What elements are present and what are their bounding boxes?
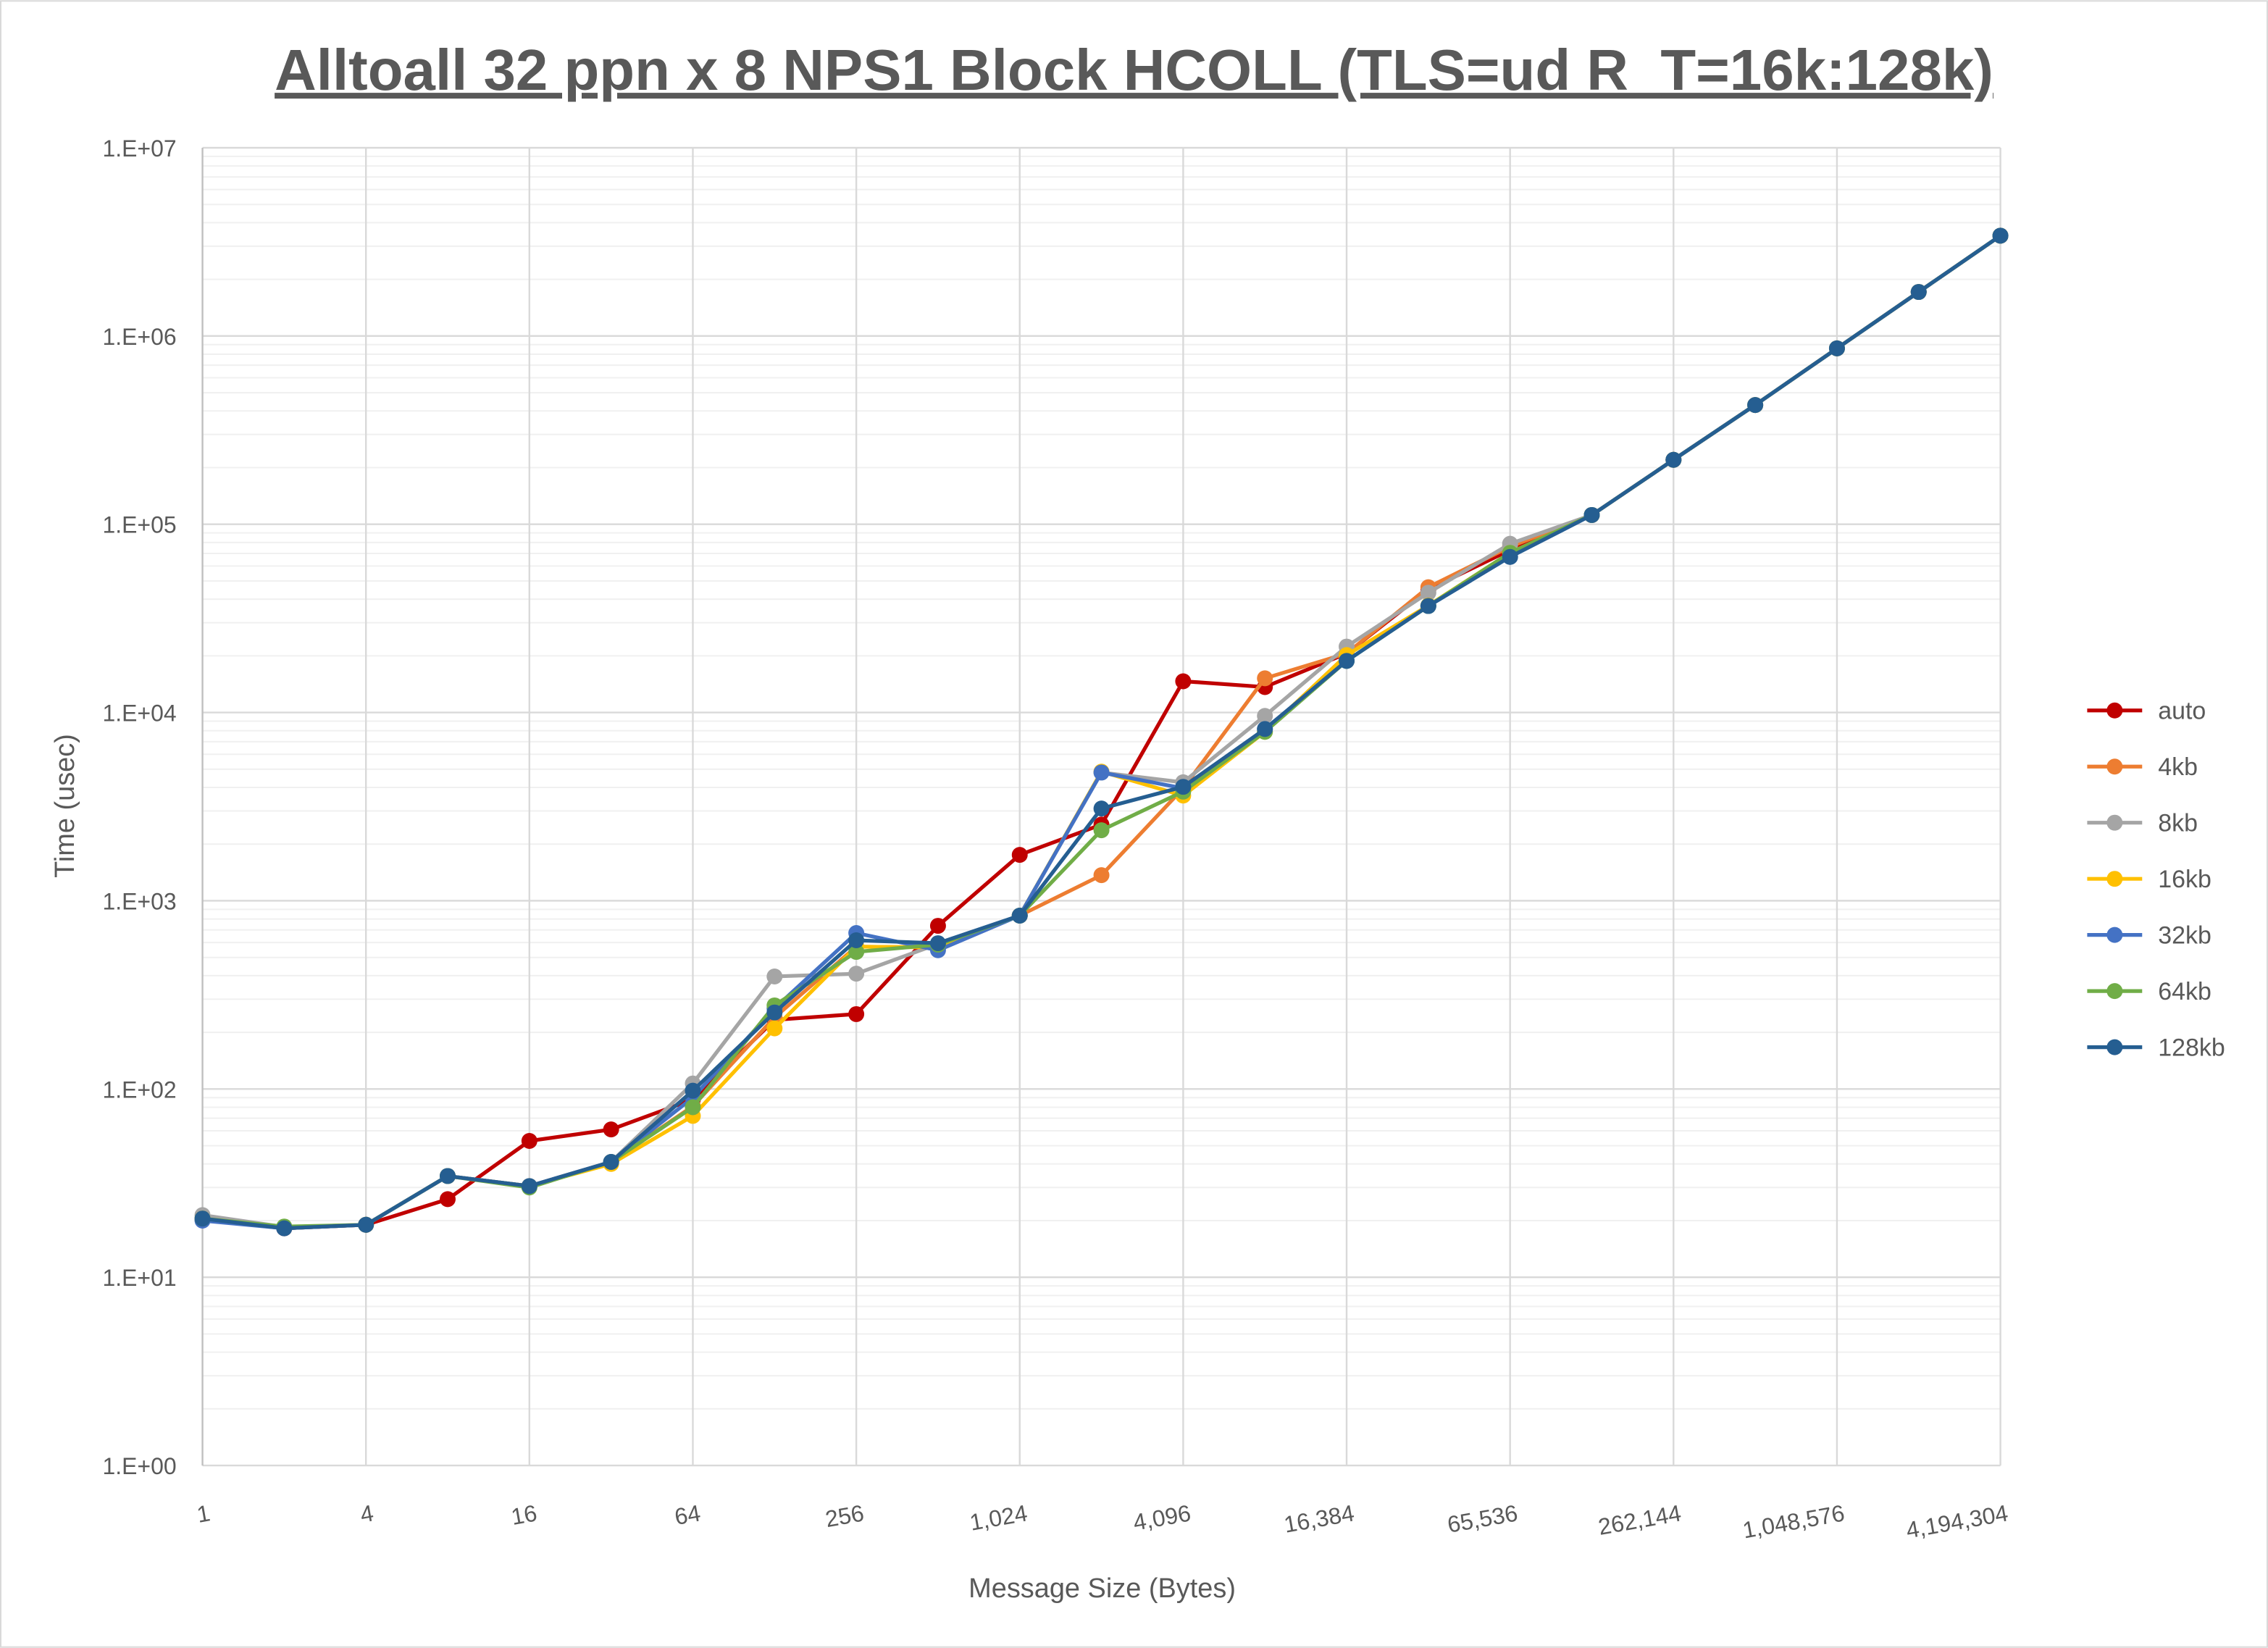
legend-marker — [2106, 758, 2123, 775]
data-point-128kb — [1175, 779, 1192, 795]
data-point-auto — [603, 1121, 619, 1138]
legend-item-32kb: 32kb — [2087, 922, 2211, 950]
data-point-128kb — [1747, 397, 1764, 414]
legend-marker — [2106, 1039, 2123, 1055]
data-point-auto — [440, 1191, 456, 1208]
data-point-64kb — [685, 1099, 701, 1116]
y-tick-label: 1.E+07 — [102, 135, 176, 162]
legend-label: 4kb — [2158, 753, 2198, 781]
x-axis-label: Message Size (Bytes) — [968, 1573, 1236, 1604]
data-point-128kb — [1910, 284, 1927, 301]
legend-item-auto: auto — [2087, 698, 2206, 725]
x-tick-label: 16 — [509, 1499, 539, 1530]
x-tick-label: 1 — [195, 1499, 212, 1528]
legend-marker — [2106, 814, 2123, 831]
y-axis-label: Time (usec) — [50, 734, 80, 878]
legend-item-16kb: 16kb — [2087, 866, 2211, 893]
legend: auto 4kb 8kb 16kb 32kb 64kb 128kb — [2087, 698, 2225, 1062]
data-point-128kb — [521, 1178, 537, 1195]
legend-label: 16kb — [2158, 866, 2211, 893]
data-point-auto — [521, 1133, 537, 1149]
y-tick-label: 1.E+05 — [102, 512, 176, 538]
data-point-128kb — [1502, 548, 1518, 565]
data-point-128kb — [1011, 907, 1028, 924]
data-point-64kb — [848, 944, 865, 961]
data-point-128kb — [1992, 227, 2009, 244]
legend-item-128kb: 128kb — [2087, 1034, 2225, 1062]
chart-title: Alltoall 32 ppn x 8 NPS1 Block HCOLL (TL… — [275, 38, 1993, 102]
y-tick-label: 1.E+01 — [102, 1265, 176, 1291]
data-point-128kb — [1339, 653, 1355, 669]
y-tick-label: 1.E+06 — [102, 324, 176, 350]
data-point-128kb — [440, 1168, 456, 1184]
y-tick-label: 1.E+04 — [102, 700, 176, 727]
data-point-128kb — [1420, 598, 1436, 614]
legend-label: 32kb — [2158, 922, 2211, 950]
data-point-auto — [1175, 673, 1192, 690]
data-point-128kb — [358, 1216, 374, 1233]
legend-marker — [2106, 927, 2123, 943]
y-tick-labels: 1.E+00 1.E+01 1.E+02 1.E+03 1.E+04 1.E+05 1.E+… — [102, 135, 176, 1479]
data-point-auto — [1011, 847, 1028, 863]
data-point-128kb — [194, 1210, 211, 1227]
y-tick-label: 1.E+02 — [102, 1076, 176, 1103]
data-point-128kb — [766, 1004, 783, 1021]
data-point-128kb — [848, 932, 865, 948]
data-point-32kb — [1093, 764, 1110, 781]
series-128kb — [194, 227, 2009, 1237]
data-point-4kb — [1093, 867, 1110, 884]
data-point-auto — [929, 918, 946, 934]
x-tick-label: 64 — [672, 1499, 702, 1530]
legend-item-8kb: 8kb — [2087, 810, 2198, 837]
data-point-16kb — [766, 1020, 783, 1037]
data-point-128kb — [1665, 451, 1682, 468]
data-point-128kb — [1093, 800, 1110, 817]
legend-item-4kb: 4kb — [2087, 753, 2198, 781]
gridlines — [201, 146, 2001, 1467]
legend-marker — [2106, 983, 2123, 1000]
legend-label: 128kb — [2158, 1034, 2225, 1062]
series-lines — [194, 227, 2009, 1237]
data-point-8kb — [848, 966, 865, 982]
data-point-128kb — [1583, 506, 1600, 523]
data-point-128kb — [276, 1220, 293, 1237]
data-point-128kb — [603, 1153, 619, 1170]
data-point-4kb — [1257, 670, 1273, 687]
data-point-128kb — [685, 1082, 701, 1099]
x-tick-label: 4 — [359, 1499, 376, 1528]
data-point-auto — [848, 1005, 865, 1022]
legend-label: auto — [2158, 698, 2206, 725]
legend-marker — [2106, 702, 2123, 719]
y-tick-label: 1.E+00 — [102, 1453, 176, 1479]
legend-item-64kb: 64kb — [2087, 978, 2211, 1005]
data-point-128kb — [1828, 340, 1845, 356]
data-point-128kb — [1257, 721, 1273, 737]
legend-label: 8kb — [2158, 810, 2198, 837]
data-point-8kb — [1420, 585, 1436, 601]
data-point-64kb — [1093, 822, 1110, 839]
legend-label: 64kb — [2158, 978, 2211, 1005]
y-tick-label: 1.E+03 — [102, 888, 176, 914]
data-point-128kb — [929, 935, 946, 952]
data-point-8kb — [766, 969, 783, 985]
data-point-8kb — [1257, 708, 1273, 724]
legend-marker — [2106, 871, 2123, 887]
